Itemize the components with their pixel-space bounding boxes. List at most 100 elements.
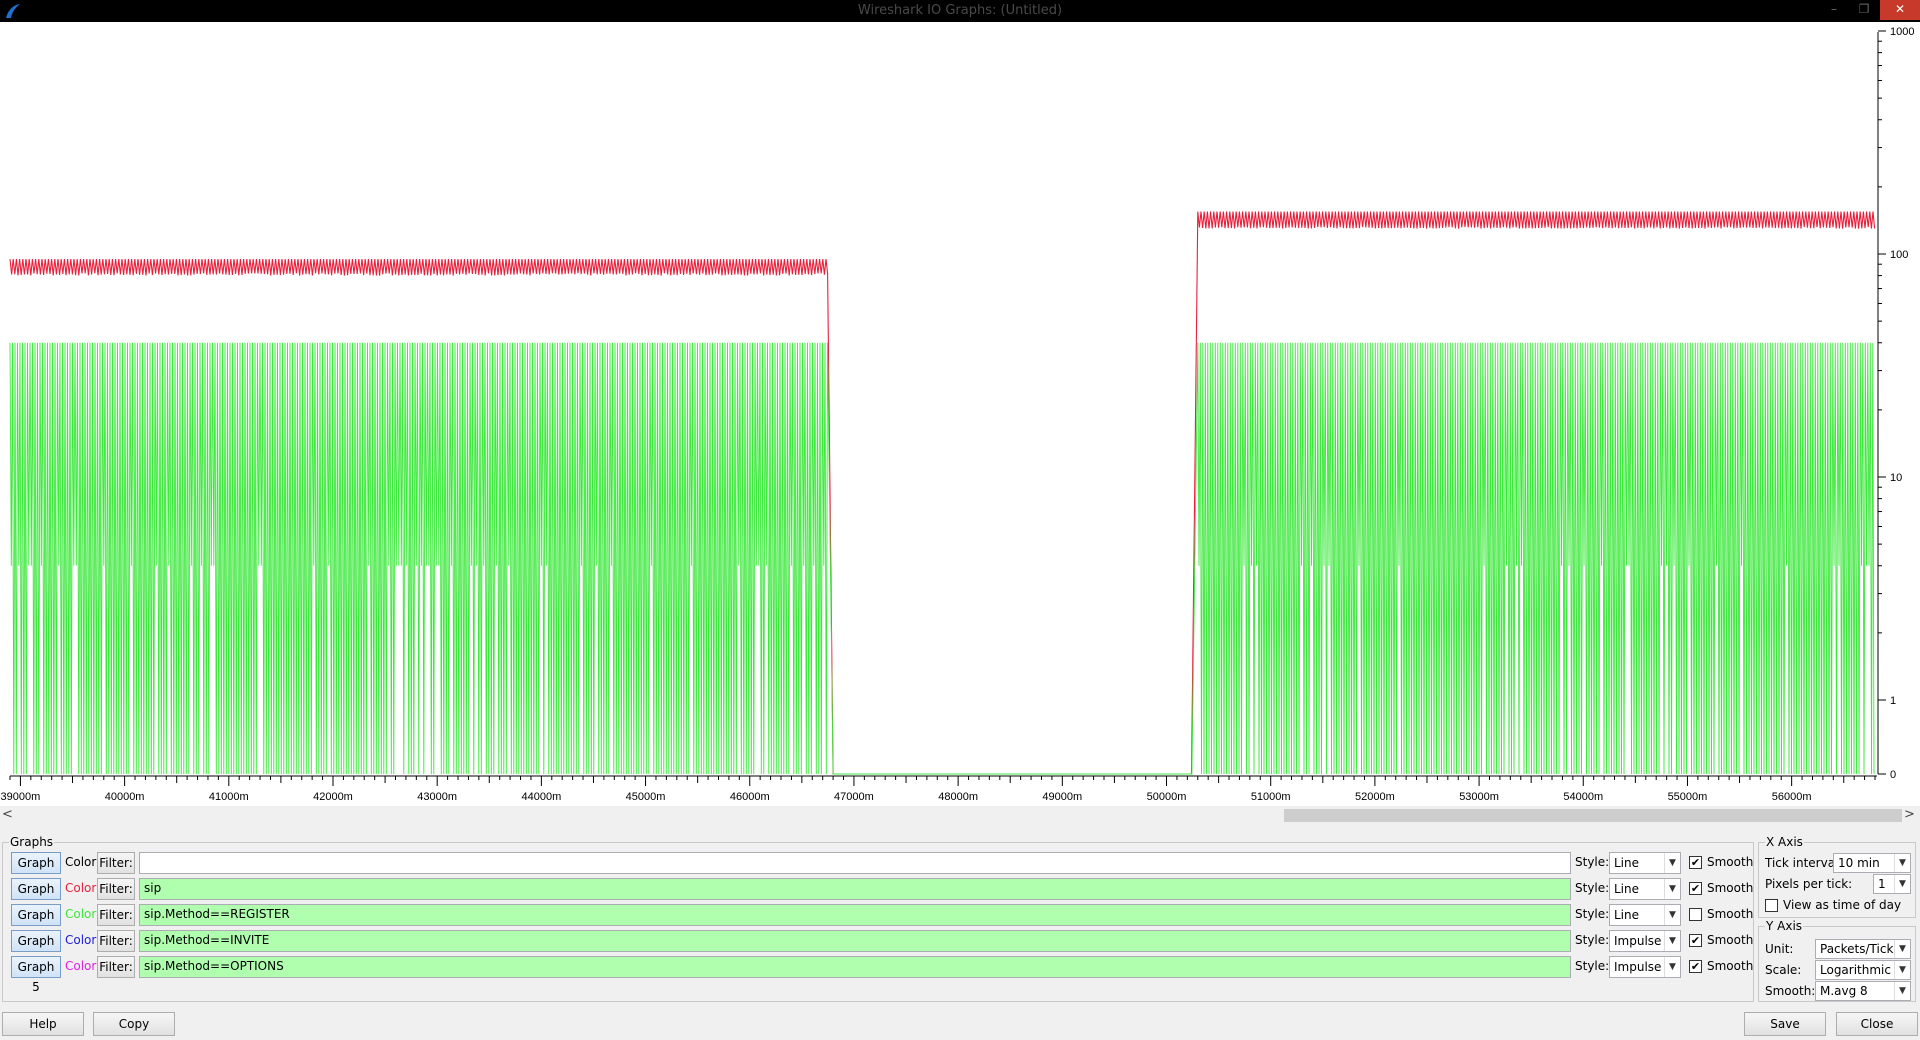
y-tick-label: 10 [1890, 472, 1902, 484]
smooth-label: Smooth [1707, 881, 1754, 895]
minimize-button[interactable]: – [1831, 2, 1837, 16]
smooth-checkbox[interactable]: ✔ [1689, 960, 1702, 973]
graphs-group: Graphs Graph 1ColorFilter:Style:Line▼✔Sm… [2, 835, 1754, 1002]
tick-interval-select[interactable]: 10 min ▼ [1833, 853, 1911, 873]
style-select[interactable]: Line ▼ [1609, 904, 1681, 926]
smooth-checkbox[interactable]: ✔ [1689, 934, 1702, 947]
style-value: Line [1614, 856, 1640, 870]
graph-color-label[interactable]: Color [65, 881, 97, 895]
filter-input[interactable]: sip.Method==REGISTER [139, 904, 1571, 926]
x-tick-label: 45000m [626, 791, 666, 803]
x-tick-label: 52000m [1355, 791, 1395, 803]
io-graph-canvas[interactable]: 1000 100 10 1 0 39000m 40000m 41000m 42000m 43000… [0, 22, 1920, 806]
pixels-per-tick-value: 1 [1878, 877, 1886, 891]
unit-select[interactable]: Packets/Tick ▼ [1815, 939, 1911, 959]
chevron-down-icon: ▼ [1664, 853, 1680, 873]
graph-color-label[interactable]: Color [65, 907, 97, 921]
x-axis-group-title: X Axis [1765, 835, 1804, 849]
x-tick-label: 55000m [1668, 791, 1708, 803]
x-tick-label: 47000m [834, 791, 874, 803]
chevron-down-icon: ▼ [1894, 982, 1910, 1000]
filter-input[interactable]: sip [139, 878, 1571, 900]
x-tick-label: 39000m [1, 791, 41, 803]
save-button[interactable]: Save [1744, 1012, 1826, 1036]
y-tick-label: 1000 [1890, 26, 1914, 38]
unit-label: Unit: [1765, 942, 1794, 956]
chevron-down-icon: ▼ [1664, 957, 1680, 977]
smooth-checkbox[interactable] [1689, 908, 1702, 921]
style-value: Impulse [1614, 960, 1662, 974]
style-value: Impulse [1614, 934, 1662, 948]
graph-color-label[interactable]: Color [65, 855, 97, 869]
smooth-label: Smooth [1707, 907, 1754, 921]
style-select[interactable]: Impulse ▼ [1609, 930, 1681, 952]
title-bar: Wireshark IO Graphs: (Untitled) – ❐ ✕ [0, 0, 1920, 22]
scale-select[interactable]: Logarithmic ▼ [1815, 960, 1911, 980]
unit-value: Packets/Tick [1820, 942, 1894, 956]
chevron-down-icon: ▼ [1894, 961, 1910, 979]
scroll-left-icon[interactable]: < [2, 807, 13, 822]
style-value: Line [1614, 908, 1640, 922]
y-axis-group-title: Y Axis [1765, 919, 1804, 933]
style-label: Style: [1575, 855, 1610, 869]
style-select[interactable]: Line ▼ [1609, 852, 1681, 874]
graphs-group-title: Graphs [9, 835, 55, 849]
filter-input[interactable] [139, 852, 1571, 874]
y-smooth-select[interactable]: M.avg 8 ▼ [1815, 981, 1911, 1001]
graph-toggle-button[interactable]: Graph 4 [11, 930, 61, 968]
help-button[interactable]: Help [2, 1012, 84, 1036]
scale-value: Logarithmic [1820, 963, 1891, 977]
scroll-right-icon[interactable]: > [1904, 807, 1915, 822]
style-label: Style: [1575, 881, 1610, 895]
y-tick-label: 0 [1890, 769, 1896, 781]
style-label: Style: [1575, 907, 1610, 921]
y-smooth-label: Smooth: [1765, 984, 1816, 998]
style-select[interactable]: Line ▼ [1609, 878, 1681, 900]
horizontal-scrollbar[interactable]: < > [0, 806, 1920, 824]
graph-toggle-button[interactable]: Graph 1 [11, 852, 61, 890]
time-of-day-label: View as time of day [1783, 898, 1902, 912]
x-tick-label: 49000m [1042, 791, 1082, 803]
filter-button[interactable]: Filter: [97, 878, 135, 900]
style-label: Style: [1575, 959, 1610, 973]
chevron-down-icon: ▼ [1894, 940, 1910, 958]
close-button[interactable]: Close [1836, 1012, 1918, 1036]
graph-color-label[interactable]: Color [65, 933, 97, 947]
filter-button[interactable]: Filter: [97, 904, 135, 926]
graph-toggle-button[interactable]: Graph 2 [11, 878, 61, 916]
copy-button[interactable]: Copy [93, 1012, 175, 1036]
unit-row: Unit: Packets/Tick ▼ [1763, 939, 1913, 959]
window-close-button[interactable]: ✕ [1880, 0, 1920, 20]
smooth-checkbox[interactable]: ✔ [1689, 856, 1702, 869]
filter-input[interactable]: sip.Method==INVITE [139, 930, 1571, 952]
graph-toggle-button[interactable]: Graph 3 [11, 904, 61, 942]
graph-color-label[interactable]: Color [65, 959, 97, 973]
time-of-day-checkbox[interactable] [1765, 899, 1778, 912]
x-tick-label: 43000m [417, 791, 457, 803]
pixels-per-tick-label: Pixels per tick: [1765, 877, 1853, 891]
maximize-button[interactable]: ❐ [1858, 2, 1870, 16]
x-tick-label: 40000m [105, 791, 145, 803]
style-select[interactable]: Impulse ▼ [1609, 956, 1681, 978]
window-title: Wireshark IO Graphs: (Untitled) [857, 3, 1063, 18]
smooth-row: Smooth: M.avg 8 ▼ [1763, 981, 1913, 1001]
pixels-per-tick-select[interactable]: 1 ▼ [1873, 874, 1911, 894]
x-tick-label: 48000m [938, 791, 978, 803]
x-tick-label: 51000m [1251, 791, 1291, 803]
y-axis-group: Y Axis Unit: Packets/Tick ▼ Scale: Logar… [1758, 919, 1916, 1002]
filter-button[interactable]: Filter: [97, 956, 135, 978]
filter-input[interactable]: sip.Method==OPTIONS [139, 956, 1571, 978]
graph-toggle-button[interactable]: Graph 5 [11, 956, 61, 994]
tick-interval-label: Tick interval: [1765, 856, 1843, 870]
filter-button[interactable]: Filter: [97, 930, 135, 952]
scrollbar-thumb[interactable] [1284, 809, 1902, 822]
smooth-checkbox[interactable]: ✔ [1689, 882, 1702, 895]
style-value: Line [1614, 882, 1640, 896]
wireshark-logo-icon [6, 4, 20, 18]
filter-button[interactable]: Filter: [97, 852, 135, 874]
pixels-per-tick-row: Pixels per tick: 1 ▼ [1763, 874, 1913, 894]
